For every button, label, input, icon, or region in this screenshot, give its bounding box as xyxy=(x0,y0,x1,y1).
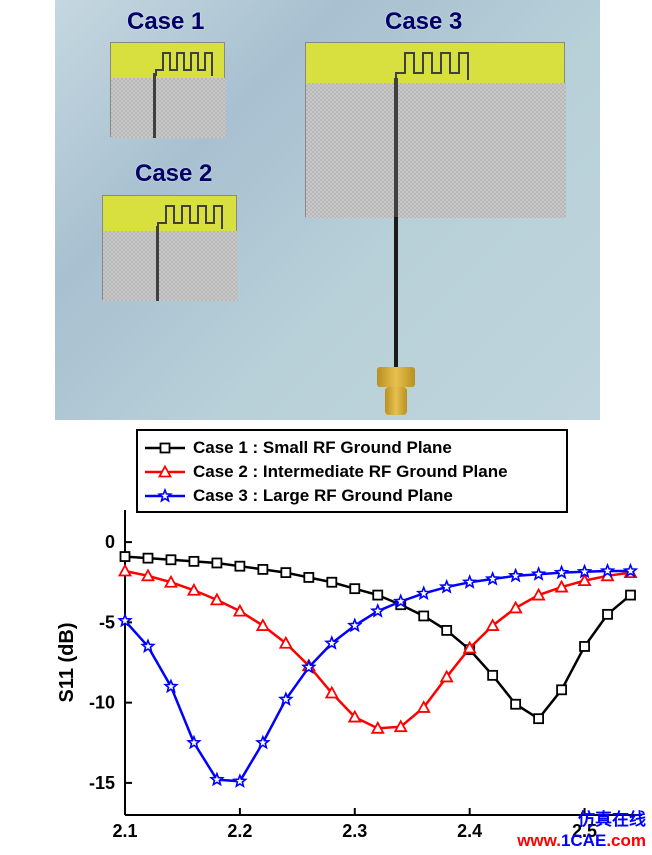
pcb-case2 xyxy=(102,195,237,300)
svg-text:2.2: 2.2 xyxy=(227,821,252,841)
svg-text:Case 3 : Large RF Ground Plane: Case 3 : Large RF Ground Plane xyxy=(193,486,453,505)
pcb-case1 xyxy=(110,42,225,137)
sma-connector-body xyxy=(385,387,407,415)
svg-text:2.3: 2.3 xyxy=(342,821,367,841)
svg-text:-10: -10 xyxy=(89,693,115,713)
svg-text:-15: -15 xyxy=(89,773,115,793)
svg-text:2.1: 2.1 xyxy=(112,821,137,841)
chart-svg: 0-5-10-152.12.22.32.42.5S11 (dB)Case 1 :… xyxy=(55,420,652,850)
sma-connector xyxy=(377,367,415,387)
svg-text:2.4: 2.4 xyxy=(457,821,482,841)
svg-text:Case 1 : Small RF Ground Plane: Case 1 : Small RF Ground Plane xyxy=(193,438,452,457)
pcb-case3 xyxy=(305,42,565,217)
label-case3: Case 3 xyxy=(385,8,462,36)
s11-chart: 0-5-10-152.12.22.32.42.5S11 (dB)Case 1 :… xyxy=(55,420,652,850)
label-case1: Case 1 xyxy=(127,8,204,36)
svg-text:Case 2 : Intermediate RF Groun: Case 2 : Intermediate RF Ground Plane xyxy=(193,462,508,481)
watermark-url: www.1CAE.com xyxy=(517,831,646,851)
svg-text:-5: -5 xyxy=(99,612,115,632)
coax-cable xyxy=(394,217,398,367)
svg-text:0: 0 xyxy=(105,532,115,552)
antenna-photo: Case 1 Case 2 Case 3 xyxy=(55,0,600,420)
watermark-cn: 仿真在线 xyxy=(578,805,646,830)
svg-text:S11 (dB): S11 (dB) xyxy=(56,622,78,702)
label-case2: Case 2 xyxy=(135,160,212,188)
